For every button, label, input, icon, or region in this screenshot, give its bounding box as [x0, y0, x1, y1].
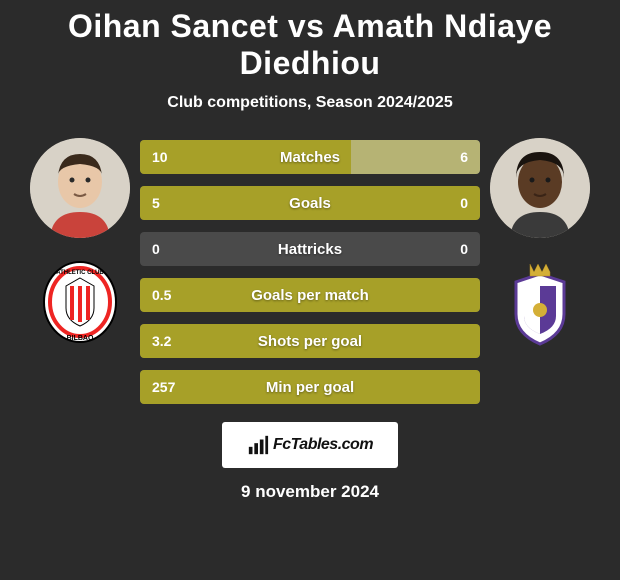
left-column: ATHLETIC CLUB BILBAO: [20, 138, 140, 350]
stat-row: 50Goals: [140, 186, 480, 220]
avatar-right-icon: [490, 138, 590, 238]
player-right-avatar: [490, 138, 590, 238]
bar-right-fill: [351, 140, 480, 174]
bar-left-fill: [140, 140, 351, 174]
stats-bars: 106Matches 50Goals 00Hattricks 0.5Goals per…: [140, 138, 480, 404]
svg-text:ATHLETIC CLUB: ATHLETIC CLUB: [56, 270, 104, 276]
page-subtitle: Club competitions, Season 2024/2025: [167, 94, 452, 112]
comparison-infographic: Oihan Sancet vs Amath Ndiaye Diedhiou Cl…: [0, 0, 620, 580]
svg-text:BILBAO: BILBAO: [67, 335, 94, 342]
player-left-avatar: [30, 138, 130, 238]
date-label: 9 november 2024: [241, 482, 379, 502]
club-left-badge: ATHLETIC CLUB BILBAO: [40, 260, 120, 350]
bar-left-fill: [140, 370, 480, 404]
content-row: ATHLETIC CLUB BILBAO 106Matches 50Goals 00…: [0, 138, 620, 404]
stat-row: 0.5Goals per match: [140, 278, 480, 312]
fctables-logo: FcTables.com: [222, 422, 398, 468]
stat-row: 00Hattricks: [140, 232, 480, 266]
stat-row: 257Min per goal: [140, 370, 480, 404]
right-column: [480, 138, 600, 350]
stat-row: 106Matches: [140, 140, 480, 174]
avatar-left-icon: [30, 138, 130, 238]
athletic-bilbao-crest-icon: ATHLETIC CLUB BILBAO: [40, 260, 120, 350]
fctables-logo-text: FcTables.com: [273, 436, 373, 454]
bar-left-fill: [140, 186, 480, 220]
bar-left-fill: [140, 324, 480, 358]
bar-neutral: [140, 232, 480, 266]
stat-row: 3.2Shots per goal: [140, 324, 480, 358]
real-valladolid-crest-icon: [500, 260, 580, 350]
chart-bars-icon: [247, 434, 269, 456]
club-right-badge: [500, 260, 580, 350]
bar-left-fill: [140, 278, 480, 312]
page-title: Oihan Sancet vs Amath Ndiaye Diedhiou: [0, 8, 620, 82]
